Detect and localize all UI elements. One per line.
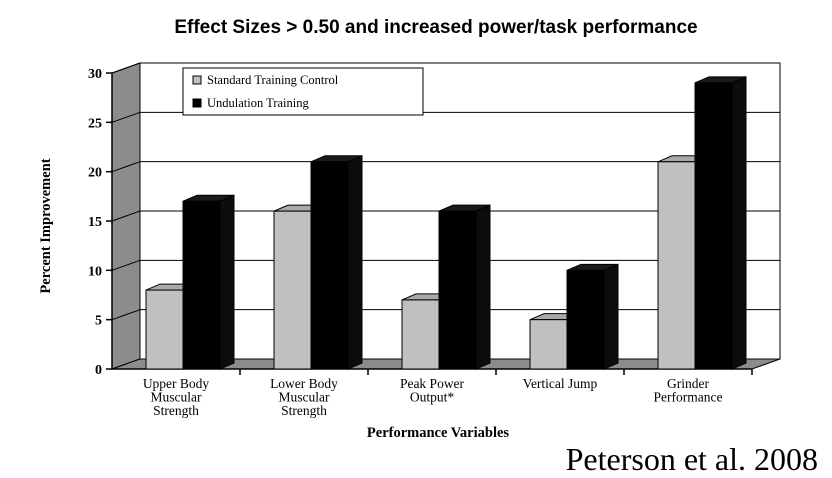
bar-side-undulation (219, 194, 235, 370)
gridline-side (111, 210, 141, 222)
bar-undulation (310, 161, 349, 370)
legend-label-standard: Standard Training Control (207, 73, 339, 87)
bar-side-undulation (603, 263, 619, 370)
x-category-labels: Upper Body Muscular Strength Lower Body Musc… (143, 376, 723, 418)
bar-standard (529, 319, 568, 370)
y-axis-label: Percent Improvement (38, 158, 54, 293)
y-tick-label: 20 (88, 166, 102, 181)
bar-side-undulation (347, 155, 363, 370)
bar-standard (145, 289, 184, 370)
y-tick-label: 0 (95, 363, 102, 378)
x-category-label: Vertical Jump (523, 376, 598, 391)
bar-side-undulation (475, 204, 491, 370)
x-category-label: Grinder Performance (654, 376, 723, 405)
bar-undulation (566, 269, 605, 370)
bar-standard (401, 299, 440, 370)
bar-standard (657, 161, 696, 370)
legend-box (182, 67, 424, 116)
gridline-side (111, 161, 141, 173)
bar-undulation (694, 82, 733, 370)
legend: Standard Training Control Undulation Tra… (182, 67, 424, 116)
bar-undulation (182, 200, 221, 370)
y-tick-labels: 0 5 10 15 20 25 30 (88, 67, 102, 378)
bar-side-undulation (731, 76, 747, 370)
chart-title: Effect Sizes > 0.50 and increased power/… (174, 17, 697, 38)
bars (145, 76, 747, 370)
gridline-side (111, 62, 141, 74)
y-tick-label: 10 (88, 264, 102, 279)
bar-undulation (438, 210, 477, 370)
x-axis-label: Performance Variables (367, 425, 510, 441)
gridline-side (111, 111, 141, 123)
x-category-label: Lower Body Muscular Strength (270, 376, 338, 418)
gridline-side (111, 259, 141, 271)
legend-swatch-undulation (192, 98, 202, 108)
gridline-side (111, 309, 141, 321)
citation: Peterson et al. 2008 (566, 441, 818, 477)
y-tick-label: 25 (88, 116, 102, 131)
y-tick-label: 15 (88, 215, 102, 230)
legend-swatch-standard (192, 75, 202, 85)
y-tick-label: 5 (95, 314, 102, 329)
y-tick-label: 30 (88, 67, 102, 82)
x-category-label: Peak Power Output* (400, 376, 465, 405)
legend-label-undulation: Undulation Training (207, 96, 309, 110)
x-category-label: Upper Body Muscular Strength (143, 376, 210, 418)
bar-standard (273, 210, 312, 370)
